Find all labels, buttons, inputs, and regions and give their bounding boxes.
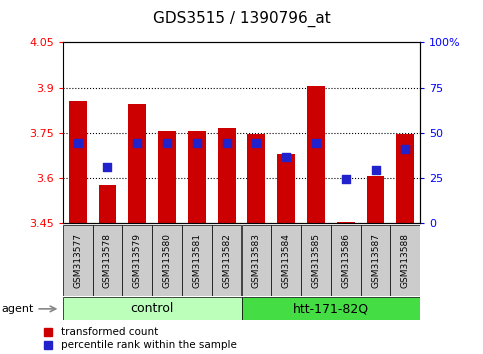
Bar	[152, 225, 182, 296]
Text: GSM313579: GSM313579	[133, 233, 142, 288]
Text: htt-171-82Q: htt-171-82Q	[293, 302, 369, 315]
Point	[74, 141, 82, 146]
Bar	[188, 131, 206, 223]
Text: GSM313581: GSM313581	[192, 233, 201, 288]
Text: GSM313578: GSM313578	[103, 233, 112, 288]
Bar	[242, 297, 420, 320]
Text: GSM313582: GSM313582	[222, 233, 231, 288]
Text: GSM313584: GSM313584	[282, 233, 291, 288]
Bar	[128, 104, 146, 223]
Text: GSM313577: GSM313577	[73, 233, 82, 288]
Bar	[182, 225, 212, 296]
Bar	[337, 222, 355, 223]
Bar	[93, 225, 122, 296]
Point	[223, 141, 230, 146]
Bar	[122, 225, 152, 296]
Bar	[307, 86, 325, 223]
Bar	[218, 128, 236, 223]
Text: control: control	[130, 302, 174, 315]
Legend: transformed count, percentile rank within the sample: transformed count, percentile rank withi…	[44, 327, 236, 350]
Bar	[242, 225, 271, 296]
Text: agent: agent	[1, 304, 34, 314]
Text: GSM313585: GSM313585	[312, 233, 320, 288]
Point	[282, 154, 290, 160]
Point	[193, 141, 201, 146]
Point	[104, 165, 112, 170]
Point	[253, 141, 260, 146]
Bar	[247, 134, 265, 223]
Bar	[69, 101, 86, 223]
Point	[312, 141, 320, 146]
Text: GSM313588: GSM313588	[401, 233, 410, 288]
Bar	[367, 176, 384, 223]
Text: GDS3515 / 1390796_at: GDS3515 / 1390796_at	[153, 11, 330, 27]
Bar	[397, 134, 414, 223]
Point	[133, 141, 141, 146]
Bar	[158, 131, 176, 223]
Text: GSM313586: GSM313586	[341, 233, 350, 288]
Bar	[63, 225, 93, 296]
Point	[163, 141, 171, 146]
Text: GSM313583: GSM313583	[252, 233, 261, 288]
Bar	[331, 225, 361, 296]
Bar	[212, 225, 242, 296]
Point	[372, 167, 380, 173]
Bar	[301, 225, 331, 296]
Text: GSM313580: GSM313580	[163, 233, 171, 288]
Bar	[63, 297, 242, 320]
Bar	[390, 225, 420, 296]
Text: GSM313587: GSM313587	[371, 233, 380, 288]
Bar	[271, 225, 301, 296]
Bar	[99, 185, 116, 223]
Bar	[277, 154, 295, 223]
Point	[401, 147, 409, 152]
Point	[342, 177, 350, 182]
Bar	[361, 225, 390, 296]
